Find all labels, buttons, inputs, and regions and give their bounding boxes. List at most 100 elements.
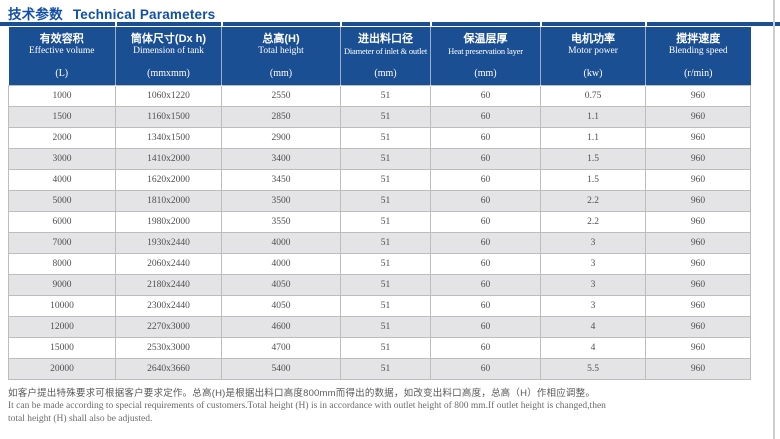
table-row: 1500 1160x1500 2850 51 60 1.1 960 bbox=[8, 105, 751, 128]
table-cell: 4600 bbox=[221, 315, 341, 338]
page-title-zh: 技术参数 bbox=[8, 7, 63, 22]
table-row: 6000 1980x2000 3550 51 60 2.2 960 bbox=[8, 210, 751, 233]
table-cell: 0.75 bbox=[540, 84, 646, 107]
table-cell: 60 bbox=[430, 231, 541, 254]
table-cell: 1.5 bbox=[540, 147, 646, 170]
column-header-en: Total height bbox=[258, 46, 304, 56]
table-row: 3000 1410x2000 3400 51 60 1.5 960 bbox=[8, 147, 751, 170]
table-cell: 3 bbox=[540, 252, 646, 275]
column-header: 总高(H) Total height (mm) bbox=[221, 27, 341, 85]
column-header: 保温层厚 Heat preservation layer (mm) bbox=[430, 27, 541, 85]
column-header-en: Blending speed bbox=[668, 46, 728, 56]
column-header-zh: 总高(H) bbox=[262, 33, 300, 45]
table-row: 12000 2270x3000 4600 51 60 4 960 bbox=[8, 315, 751, 338]
table-header: 有效容积 Effective volume (L) 筒体尺寸(Dx h) Dimensi… bbox=[8, 27, 751, 85]
table-cell: 9000 bbox=[8, 273, 116, 296]
table-cell: 2270x3000 bbox=[115, 315, 222, 338]
table-cell: 60 bbox=[430, 126, 541, 149]
table-row: 9000 2180x2440 4050 51 60 3 960 bbox=[8, 273, 751, 296]
table-cell: 60 bbox=[430, 252, 541, 275]
table-cell: 60 bbox=[430, 357, 541, 380]
table-cell: 60 bbox=[430, 336, 541, 359]
stripe-gap bbox=[540, 22, 542, 26]
table-cell: 2640x3660 bbox=[115, 357, 222, 380]
column-header-en: Diameter of inlet & outlet bbox=[343, 46, 428, 56]
table-cell: 2550 bbox=[221, 84, 341, 107]
page-title-en: Technical Parameters bbox=[72, 7, 216, 22]
table-header-row: 有效容积 Effective volume (L) 筒体尺寸(Dx h) Dimensi… bbox=[8, 27, 751, 85]
column-header: 搅拌速度 Blending speed (r/min) bbox=[645, 27, 751, 85]
column-header-unit: (mm) bbox=[474, 67, 497, 79]
table-cell: 1000 bbox=[8, 84, 116, 107]
table-cell: 3 bbox=[540, 294, 646, 317]
table-cell: 3500 bbox=[221, 189, 341, 212]
table-cell: 960 bbox=[645, 252, 751, 275]
table-cell: 2000 bbox=[8, 126, 116, 149]
table-row: 10000 2300x2440 4050 51 60 3 960 bbox=[8, 294, 751, 317]
table-cell: 2180x2440 bbox=[115, 273, 222, 296]
footnote-en-line1: It can be made according to special requ… bbox=[8, 401, 606, 411]
table-cell: 1930x2440 bbox=[115, 231, 222, 254]
table-row: 1000 1060x1220 2550 51 60 0.75 960 bbox=[8, 84, 751, 107]
technical-parameters-table: 有效容积 Effective volume (L) 筒体尺寸(Dx h) Dimensi… bbox=[8, 27, 751, 380]
table-cell: 3400 bbox=[221, 147, 341, 170]
table-cell: 1810x2000 bbox=[115, 189, 222, 212]
table-cell: 51 bbox=[340, 84, 431, 107]
table-cell: 51 bbox=[340, 210, 431, 233]
table-cell: 960 bbox=[645, 168, 751, 191]
stripe-gap bbox=[340, 22, 342, 26]
column-header-unit: (r/min) bbox=[684, 67, 713, 79]
table-row: 20000 2640x3660 5400 51 60 5.5 960 bbox=[8, 357, 751, 380]
table-cell: 960 bbox=[645, 315, 751, 338]
table-cell: 3550 bbox=[221, 210, 341, 233]
table-cell: 2.2 bbox=[540, 210, 646, 233]
table-cell: 4000 bbox=[221, 252, 341, 275]
table-cell: 960 bbox=[645, 273, 751, 296]
table-cell: 3450 bbox=[221, 168, 341, 191]
footnote-en-line2: total height (H) shall also be adjusted. bbox=[8, 414, 153, 424]
table-cell: 960 bbox=[645, 294, 751, 317]
page-title: 技术参数 Technical Parameters bbox=[8, 3, 215, 23]
table-cell: 3 bbox=[540, 231, 646, 254]
column-header-unit: (mm) bbox=[374, 67, 397, 79]
table-cell: 10000 bbox=[8, 294, 116, 317]
column-header: 有效容积 Effective volume (L) bbox=[8, 27, 116, 85]
table-cell: 2300x2440 bbox=[115, 294, 222, 317]
table-row: 15000 2530x3000 4700 51 60 4 960 bbox=[8, 336, 751, 359]
column-header-unit: (kw) bbox=[583, 67, 603, 79]
column-header-en: Motor power bbox=[568, 46, 618, 56]
table-cell: 1.5 bbox=[540, 168, 646, 191]
table-cell: 51 bbox=[340, 126, 431, 149]
table-cell: 5400 bbox=[221, 357, 341, 380]
table-cell: 60 bbox=[430, 105, 541, 128]
table-cell: 960 bbox=[645, 336, 751, 359]
stripe-gap bbox=[221, 22, 223, 26]
column-header-en: Heat preservation layer bbox=[448, 46, 523, 56]
table-cell: 60 bbox=[430, 315, 541, 338]
table-cell: 2900 bbox=[221, 126, 341, 149]
table-cell: 960 bbox=[645, 231, 751, 254]
table-cell: 51 bbox=[340, 105, 431, 128]
column-header-zh: 有效容积 bbox=[39, 33, 84, 45]
column-header-unit: (mmxmm) bbox=[147, 67, 190, 79]
table-cell: 60 bbox=[430, 210, 541, 233]
table-cell: 4 bbox=[540, 315, 646, 338]
table-cell: 51 bbox=[340, 231, 431, 254]
table-cell: 60 bbox=[430, 168, 541, 191]
table-cell: 51 bbox=[340, 147, 431, 170]
table-cell: 4700 bbox=[221, 336, 341, 359]
table-cell: 4050 bbox=[221, 294, 341, 317]
table-cell: 1060x1220 bbox=[115, 84, 222, 107]
column-header: 进出料口径 Diameter of inlet & outlet (mm) bbox=[340, 27, 431, 85]
table-cell: 2060x2440 bbox=[115, 252, 222, 275]
table-cell: 2.2 bbox=[540, 189, 646, 212]
table-cell: 7000 bbox=[8, 231, 116, 254]
column-header-en: Dimension of tank bbox=[133, 46, 204, 56]
table-cell: 960 bbox=[645, 210, 751, 233]
table-cell: 60 bbox=[430, 147, 541, 170]
table-cell: 960 bbox=[645, 105, 751, 128]
table-cell: 51 bbox=[340, 273, 431, 296]
table-row: 4000 1620x2000 3450 51 60 1.5 960 bbox=[8, 168, 751, 191]
column-header-zh: 保温层厚 bbox=[463, 33, 508, 45]
table-cell: 960 bbox=[645, 189, 751, 212]
